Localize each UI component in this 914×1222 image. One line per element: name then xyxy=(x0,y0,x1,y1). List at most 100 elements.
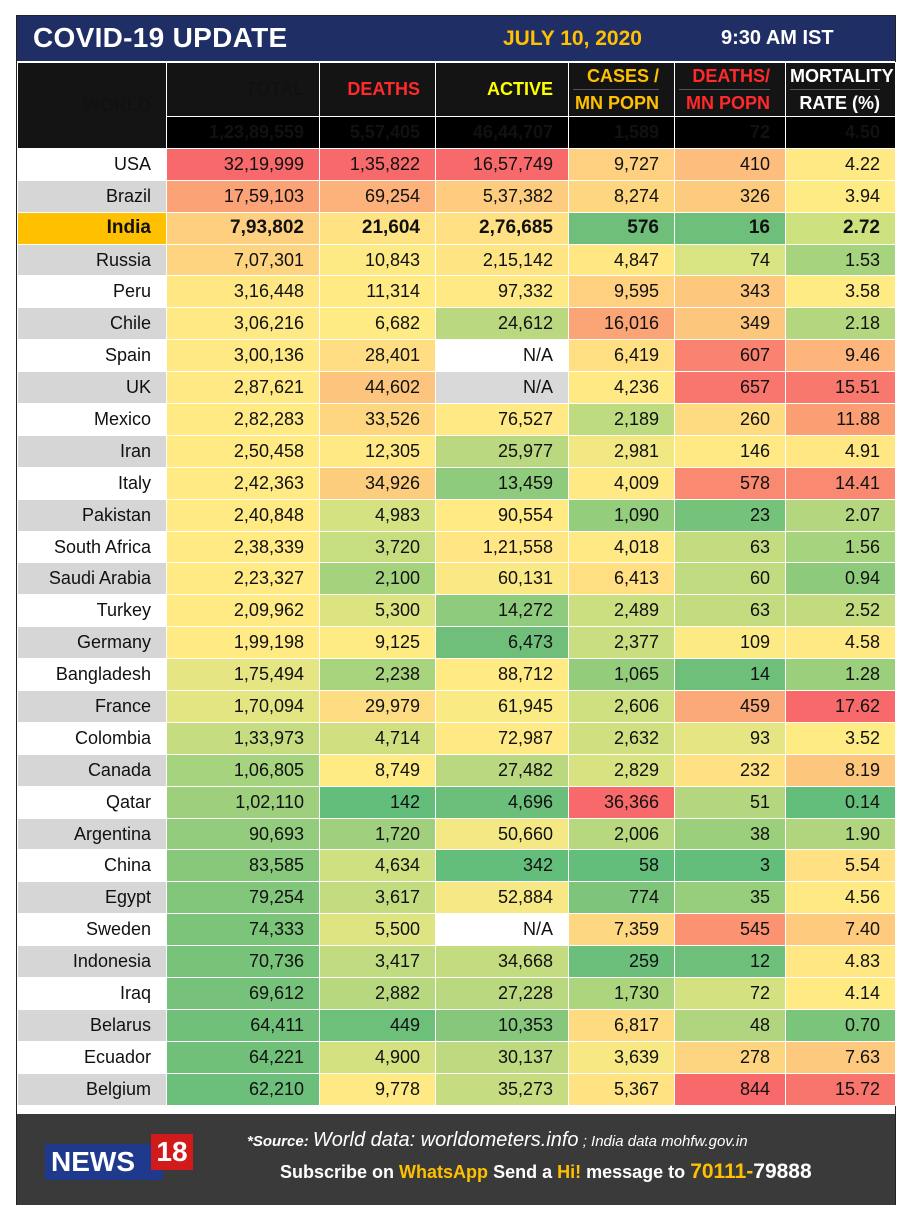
cell-active: 27,228 xyxy=(435,977,569,1010)
cell-cases-per-mn: 576 xyxy=(568,211,675,245)
cell-deaths-per-mn: 3 xyxy=(674,849,786,883)
cell-deaths: 2,238 xyxy=(319,658,436,692)
cell-deaths: 1,720 xyxy=(319,817,436,851)
cell-deaths: 5,300 xyxy=(319,594,436,628)
cell-mortality-rate: 11.88 xyxy=(785,403,896,436)
world-cases-per-mn: 1,589 xyxy=(568,116,675,149)
country-name: Ecuador xyxy=(17,1040,167,1074)
cell-deaths-per-mn: 657 xyxy=(674,371,786,405)
cell-deaths: 4,900 xyxy=(319,1040,436,1074)
phone-number: 70111-79888 xyxy=(690,1160,811,1183)
cell-total: 17,59,103 xyxy=(166,179,320,213)
country-name: USA xyxy=(17,147,167,181)
cell-mortality-rate: 4.91 xyxy=(785,434,896,468)
cell-deaths: 12,305 xyxy=(319,434,436,468)
cell-mortality-rate: 7.63 xyxy=(785,1040,896,1074)
source-india: India data mohfw.gov.in xyxy=(591,1133,748,1150)
world-label: WORLD xyxy=(17,62,167,149)
cell-deaths-per-mn: 343 xyxy=(674,275,786,309)
source-line: *Source: World data: worldometers.info ;… xyxy=(247,1129,748,1152)
country-name: India xyxy=(17,211,167,245)
table-row: Spain 3,00,136 28,401 N/A 6,419 607 9.46 xyxy=(17,339,896,373)
country-name: Pakistan xyxy=(17,498,167,532)
cell-deaths-per-mn: 74 xyxy=(674,243,786,277)
cell-cases-per-mn: 1,090 xyxy=(568,498,675,532)
table-row: Russia 7,07,301 10,843 2,15,142 4,847 74 1.53 xyxy=(17,243,896,277)
cell-deaths-per-mn: 232 xyxy=(674,753,786,787)
cell-active: 34,668 xyxy=(435,945,569,979)
cell-mortality-rate: 3.52 xyxy=(785,721,896,755)
cell-deaths-per-mn: 109 xyxy=(674,626,786,660)
col-deaths-per-mn-line1: DEATHS/ xyxy=(679,64,770,90)
table-row: Belgium 62,210 9,778 35,273 5,367 844 15.72 xyxy=(17,1072,896,1106)
cell-active: 1,21,558 xyxy=(435,530,569,564)
country-name: Indonesia xyxy=(17,945,167,979)
cell-total: 64,411 xyxy=(166,1008,320,1042)
header-row: WORLD TOTAL DEATHS ACTIVE CASES / MN POP… xyxy=(17,62,896,149)
subscribe-line: Subscribe on WhatsApp Send a Hi! message… xyxy=(280,1160,812,1184)
cell-deaths: 6,682 xyxy=(319,307,436,341)
table-row: India 7,93,802 21,604 2,76,685 576 16 2.72 xyxy=(17,211,896,245)
cell-mortality-rate: 15.51 xyxy=(785,371,896,405)
cell-deaths: 9,778 xyxy=(319,1072,436,1106)
cell-deaths-per-mn: 63 xyxy=(674,594,786,628)
country-name: Brazil xyxy=(17,179,167,213)
table-row: Italy 2,42,363 34,926 13,459 4,009 578 14.41 xyxy=(17,466,896,500)
cell-deaths-per-mn: 410 xyxy=(674,147,786,181)
cell-total: 2,40,848 xyxy=(166,498,320,532)
country-name: Sweden xyxy=(17,913,167,947)
cell-mortality-rate: 0.14 xyxy=(785,785,896,819)
cell-total: 2,23,327 xyxy=(166,562,320,596)
cell-active: 13,459 xyxy=(435,466,569,500)
cell-mortality-rate: 4.56 xyxy=(785,881,896,915)
cell-active: 50,660 xyxy=(435,817,569,851)
logo-18-text: 18 xyxy=(151,1134,193,1170)
cell-total: 1,33,973 xyxy=(166,721,320,755)
cell-cases-per-mn: 6,419 xyxy=(568,339,675,373)
country-name: Belgium xyxy=(17,1072,167,1106)
cell-cases-per-mn: 9,595 xyxy=(568,275,675,309)
cell-total: 1,02,110 xyxy=(166,785,320,819)
cell-mortality-rate: 4.58 xyxy=(785,626,896,660)
cell-cases-per-mn: 9,727 xyxy=(568,147,675,181)
cell-total: 3,16,448 xyxy=(166,275,320,309)
cell-active: 16,57,749 xyxy=(435,147,569,181)
source-world: World data: worldometers.info xyxy=(312,1129,579,1151)
table-row: Brazil 17,59,103 69,254 5,37,382 8,274 326 3.9… xyxy=(17,179,896,213)
cell-deaths: 11,314 xyxy=(319,275,436,309)
table-row: Peru 3,16,448 11,314 97,332 9,595 343 3.58 xyxy=(17,275,896,309)
cell-cases-per-mn: 774 xyxy=(568,881,675,915)
table-row: Belarus 64,411 449 10,353 6,817 48 0.70 xyxy=(17,1008,896,1042)
cell-cases-per-mn: 4,236 xyxy=(568,371,675,405)
cell-deaths: 2,100 xyxy=(319,562,436,596)
cell-deaths-per-mn: 326 xyxy=(674,179,786,213)
cell-active: N/A xyxy=(435,913,569,947)
table-row: Mexico 2,82,283 33,526 76,527 2,189 260 11.88 xyxy=(17,403,896,436)
cell-mortality-rate: 2.18 xyxy=(785,307,896,341)
col-deaths-per-mn-line2: MN POPN xyxy=(685,93,770,113)
cell-cases-per-mn: 16,016 xyxy=(568,307,675,341)
cell-active: 60,131 xyxy=(435,562,569,596)
table-row: Germany 1,99,198 9,125 6,473 2,377 109 4.58 xyxy=(17,626,896,660)
cell-total: 69,612 xyxy=(166,977,320,1010)
cell-cases-per-mn: 2,377 xyxy=(568,626,675,660)
cell-deaths-per-mn: 12 xyxy=(674,945,786,979)
cell-active: 4,696 xyxy=(435,785,569,819)
cell-deaths-per-mn: 459 xyxy=(674,690,786,723)
cell-mortality-rate: 3.58 xyxy=(785,275,896,309)
phone-part-2: 79888 xyxy=(753,1160,812,1183)
cell-cases-per-mn: 2,489 xyxy=(568,594,675,628)
country-name: Iraq xyxy=(17,977,167,1010)
logo-news-text: NEWS xyxy=(45,1144,163,1180)
cell-deaths: 4,983 xyxy=(319,498,436,532)
world-mortality-rate: 4.50 xyxy=(785,116,896,149)
table-row: Pakistan 2,40,848 4,983 90,554 1,090 23 2.07 xyxy=(17,498,896,532)
country-name: Chile xyxy=(17,307,167,341)
world-total: 1,23,89,559 xyxy=(166,116,320,149)
cell-active: 76,527 xyxy=(435,403,569,436)
cell-active: 14,272 xyxy=(435,594,569,628)
col-mortality-line1: MORTALITY xyxy=(790,64,894,90)
news18-logo: NEWS 18 xyxy=(45,1134,195,1184)
cell-total: 83,585 xyxy=(166,849,320,883)
cell-mortality-rate: 1.53 xyxy=(785,243,896,277)
